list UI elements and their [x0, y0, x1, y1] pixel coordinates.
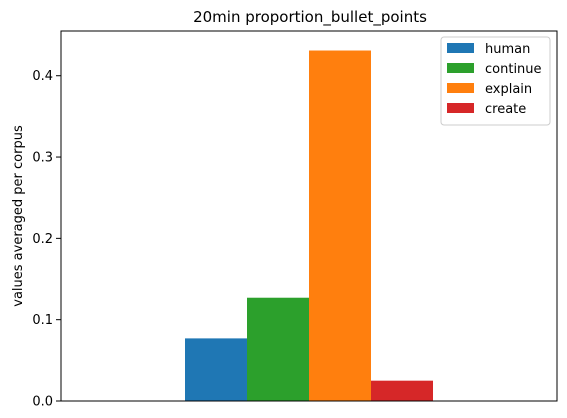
- y-tick-label: 0.1: [32, 313, 53, 328]
- legend-label-continue: continue: [485, 62, 542, 77]
- y-axis-ticks: 0.0 0.1 0.2 0.3 0.4: [32, 69, 61, 410]
- legend-label-human: human: [485, 42, 530, 57]
- y-tick-label: 0.2: [32, 232, 53, 247]
- chart-title: 20min proportion_bullet_points: [193, 8, 427, 27]
- legend-swatch-human: [447, 43, 474, 53]
- legend-swatch-continue: [447, 63, 474, 73]
- legend: human continue explain create: [440, 36, 551, 126]
- legend-label-explain: explain: [485, 82, 532, 97]
- bars-group: [185, 50, 433, 402]
- y-tick-label: 0.3: [32, 151, 53, 166]
- bar-create: [371, 380, 433, 401]
- bar-human: [185, 338, 247, 401]
- plot-frame: [60, 30, 558, 402]
- bar-continue: [247, 297, 309, 401]
- y-tick-label: 0.4: [32, 69, 53, 84]
- legend-swatch-explain: [447, 83, 474, 93]
- legend-swatch-create: [447, 103, 474, 113]
- bar-explain: [309, 50, 371, 402]
- y-axis-label: values averaged per corpus: [11, 125, 26, 307]
- legend-label-create: create: [485, 102, 526, 117]
- y-tick-label: 0.0: [32, 395, 53, 410]
